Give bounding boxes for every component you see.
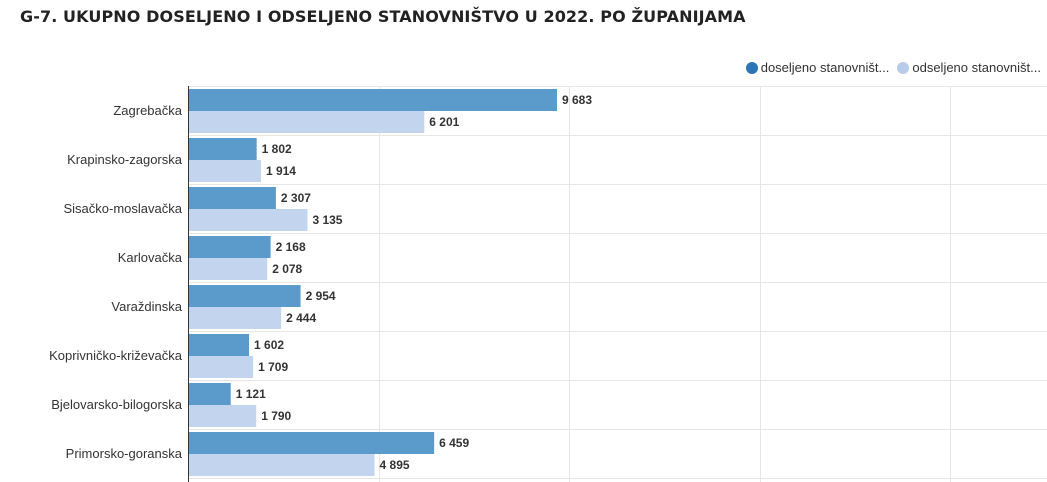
bar-emigrants-7 xyxy=(188,454,375,476)
bar-emigrants-5 xyxy=(188,356,254,378)
data-label-immigrants-1: 1 802 xyxy=(262,142,292,156)
category-label-1: Krapinsko-zagorska xyxy=(67,152,183,167)
bar-emigrants-0 xyxy=(188,111,425,133)
data-label-immigrants-7: 6 459 xyxy=(439,436,469,450)
data-label-emigrants-6: 1 790 xyxy=(261,409,291,423)
category-label-2: Sisačko-moslavačka xyxy=(64,201,183,216)
legend-item-immigrants[interactable]: doseljeno stanovništ... xyxy=(745,60,890,75)
bar-immigrants-3 xyxy=(188,236,271,258)
bar-emigrants-4 xyxy=(188,307,282,329)
data-label-emigrants-7: 4 895 xyxy=(380,458,410,472)
category-label-5: Koprivničko-križevačka xyxy=(49,348,183,363)
data-label-emigrants-2: 3 135 xyxy=(312,213,342,227)
bar-immigrants-0 xyxy=(188,89,557,111)
data-label-emigrants-5: 1 709 xyxy=(258,360,288,374)
bar-immigrants-5 xyxy=(188,334,250,356)
legend-dot-emigrants-icon xyxy=(897,61,910,74)
bar-immigrants-4 xyxy=(188,285,301,307)
data-label-immigrants-3: 2 168 xyxy=(276,240,306,254)
bar-immigrants-7 xyxy=(188,432,435,454)
legend: doseljeno stanovništ... odseljeno stanov… xyxy=(745,60,1041,75)
data-label-immigrants-0: 9 683 xyxy=(562,93,592,107)
bar-emigrants-1 xyxy=(188,160,261,182)
data-label-immigrants-6: 1 121 xyxy=(236,387,266,401)
bar-immigrants-1 xyxy=(188,138,257,160)
category-label-3: Karlovačka xyxy=(118,250,183,265)
bar-immigrants-6 xyxy=(188,383,231,405)
category-label-4: Varaždinska xyxy=(111,299,182,314)
category-label-6: Bjelovarsko-bilogorska xyxy=(51,397,183,412)
legend-label-emigrants: odseljeno stanovništ... xyxy=(912,60,1041,75)
category-label-7: Primorsko-goranska xyxy=(66,446,183,461)
legend-dot-immigrants-icon xyxy=(745,61,758,74)
data-label-immigrants-2: 2 307 xyxy=(281,191,311,205)
bar-emigrants-6 xyxy=(188,405,257,427)
data-label-emigrants-0: 6 201 xyxy=(429,115,459,129)
category-label-0: Zagrebačka xyxy=(113,103,182,118)
bar-emigrants-2 xyxy=(188,209,308,231)
bar-emigrants-3 xyxy=(188,258,268,280)
legend-label-immigrants: doseljeno stanovništ... xyxy=(760,60,890,75)
data-label-immigrants-4: 2 954 xyxy=(306,289,336,303)
data-label-emigrants-4: 2 444 xyxy=(286,311,316,325)
data-label-immigrants-5: 1 602 xyxy=(254,338,284,352)
legend-item-emigrants[interactable]: odseljeno stanovništ... xyxy=(897,60,1041,75)
data-label-emigrants-1: 1 914 xyxy=(266,164,296,178)
chart-title: G-7. UKUPNO DOSELJENO I ODSELJENO STANOV… xyxy=(20,7,746,26)
bar-immigrants-2 xyxy=(188,187,276,209)
data-label-emigrants-3: 2 078 xyxy=(272,262,302,276)
